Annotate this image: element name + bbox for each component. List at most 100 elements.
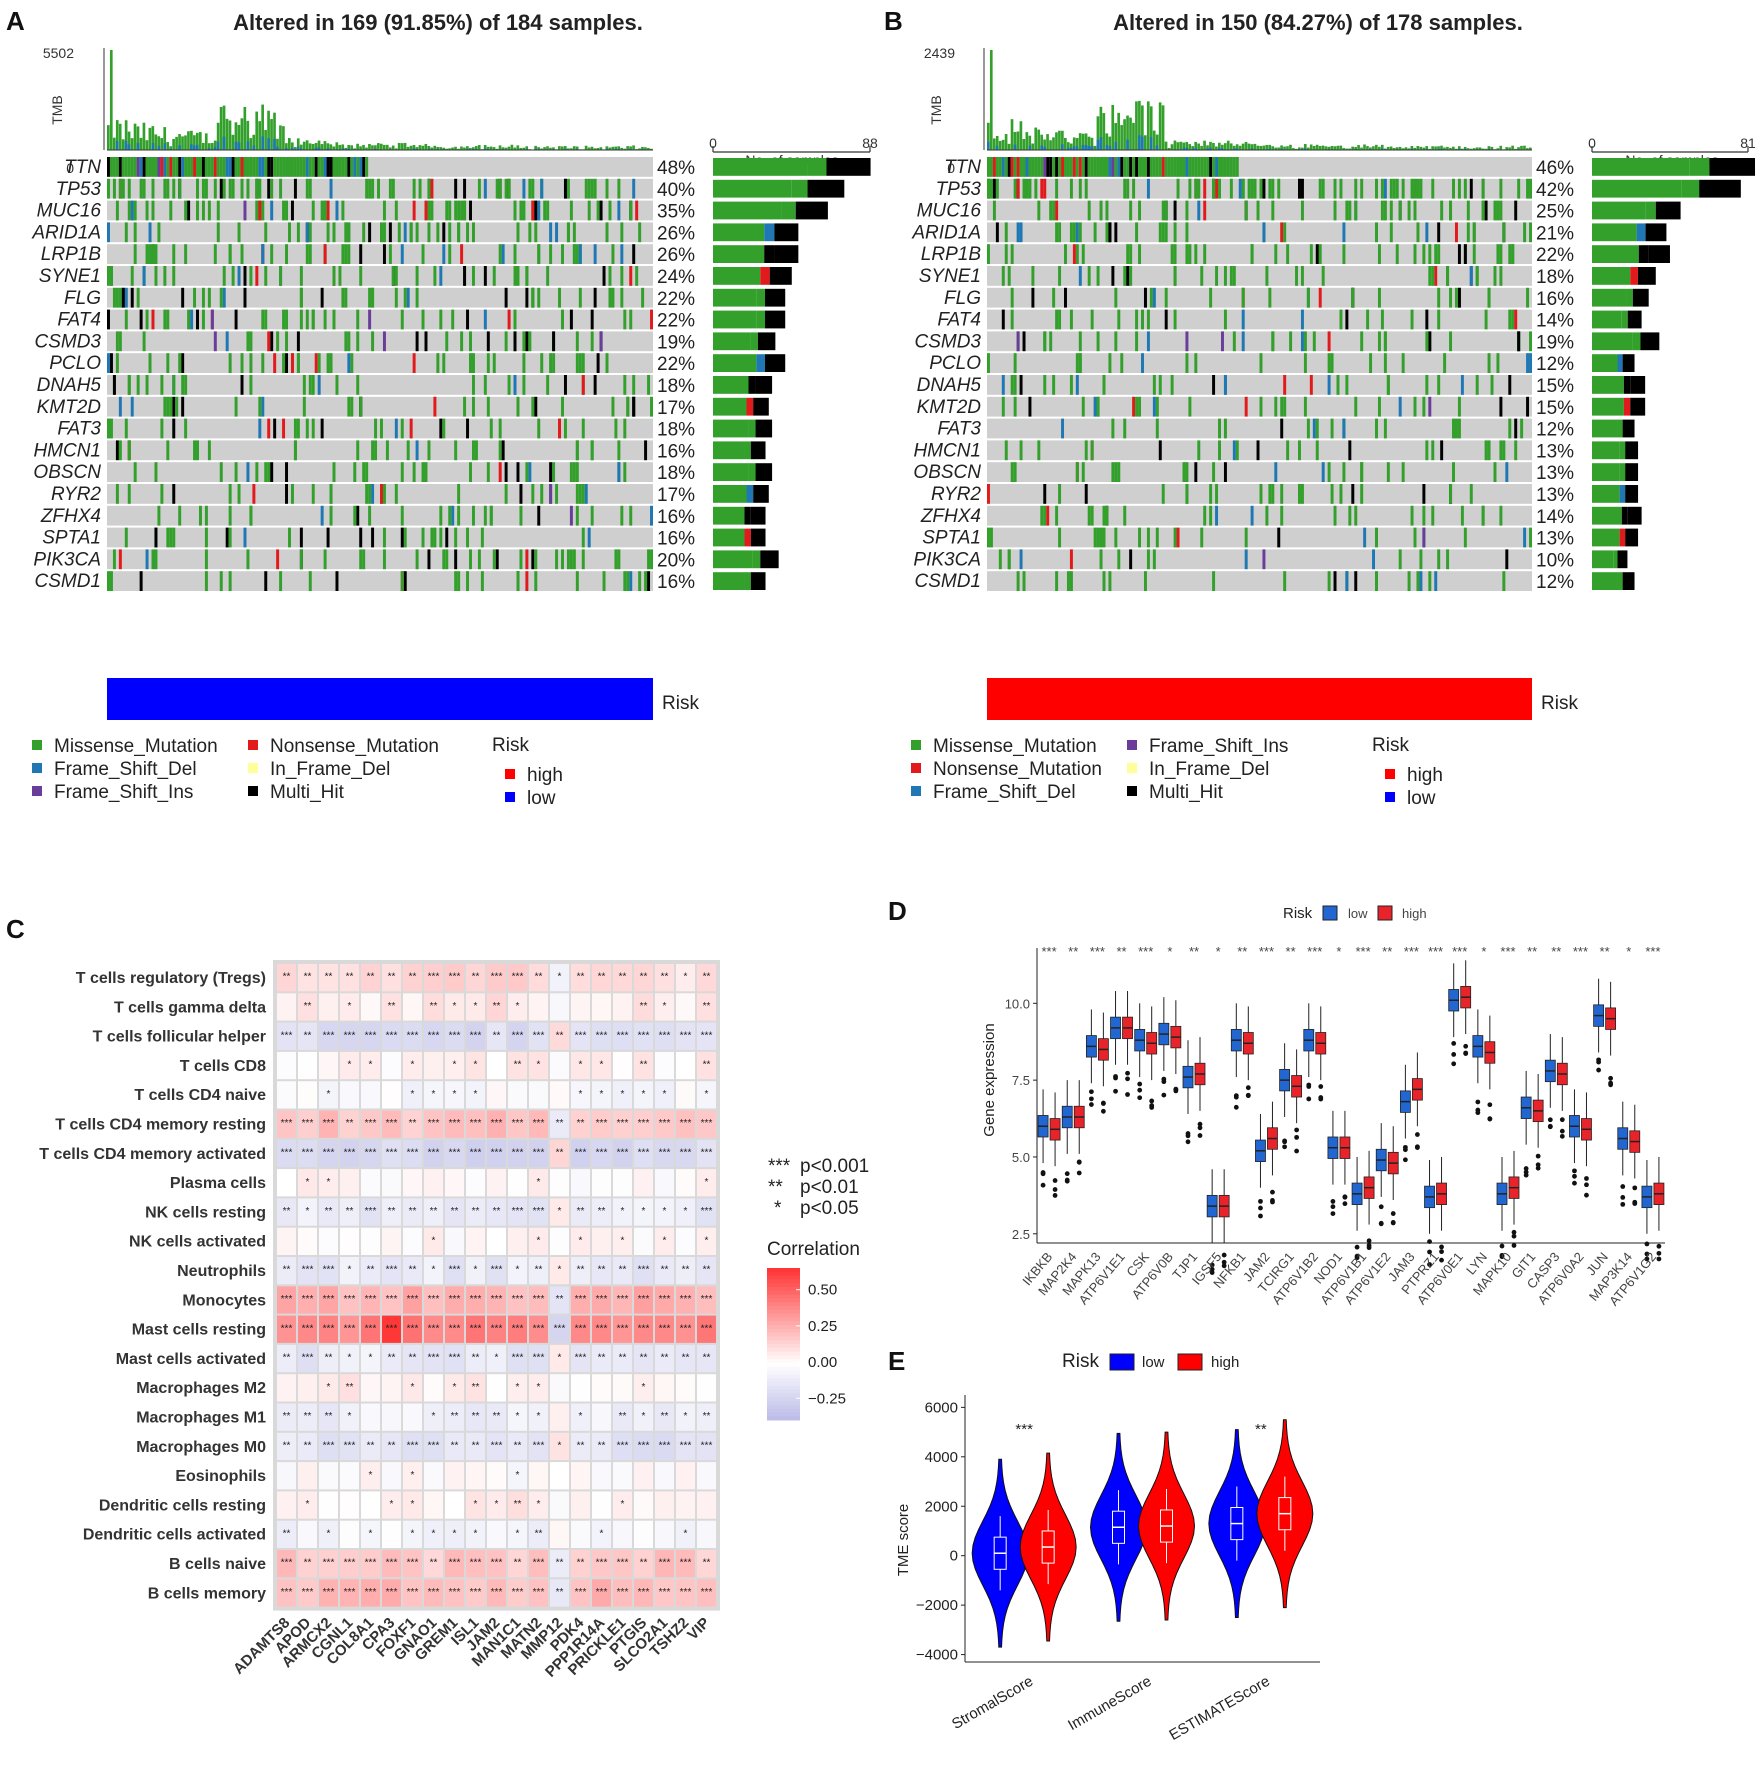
tmb-bar-segment xyxy=(1440,148,1443,150)
sample-count-bar xyxy=(756,310,765,329)
mutation-cell xyxy=(305,244,309,264)
mutation-cell xyxy=(471,505,475,526)
mutation-cell xyxy=(1354,571,1358,591)
significance-mark: * xyxy=(432,1265,436,1276)
gene-label: TTN xyxy=(64,157,101,178)
tmb-bar-segment xyxy=(234,141,238,150)
mutation-cell xyxy=(1102,157,1106,177)
mutation-cell xyxy=(362,462,366,482)
sample-count-bar xyxy=(713,550,753,569)
mutation-cell xyxy=(528,222,532,243)
tmb-bar xyxy=(1093,145,1097,150)
tmb-bar xyxy=(1484,148,1488,150)
mutation-cell xyxy=(498,440,502,461)
mutation-cell xyxy=(323,200,327,221)
mutation-cell xyxy=(317,157,321,177)
mutation-cell xyxy=(1523,222,1527,243)
significance-mark: ** xyxy=(556,1558,564,1569)
sample-count-bar xyxy=(750,332,758,351)
mutation-cell xyxy=(569,505,573,526)
heatmap-cell xyxy=(676,1520,695,1548)
heatmap-cell xyxy=(508,964,527,992)
mutation-row-bg xyxy=(987,244,1532,264)
outlier-point xyxy=(1656,1250,1662,1256)
significance-mark: * xyxy=(621,1206,625,1217)
outlier-point xyxy=(1584,1176,1589,1181)
sample-count-bar xyxy=(744,506,751,525)
tmb-bar xyxy=(1084,133,1088,150)
tmb-bar xyxy=(1327,146,1331,150)
colorbar-segment xyxy=(767,1344,800,1349)
significance-mark: *** xyxy=(575,1587,587,1598)
heatmap-cell xyxy=(487,1081,506,1109)
tmb-bar xyxy=(445,148,448,150)
mutation-cell xyxy=(1034,157,1038,177)
outlier-point xyxy=(1088,1096,1094,1102)
mutation-cell xyxy=(255,266,259,286)
heatmap-cell xyxy=(298,1227,317,1255)
mutation-cell xyxy=(1099,549,1103,570)
mutation-cell xyxy=(133,200,137,221)
mutation-cell xyxy=(561,244,564,264)
tmb-bar xyxy=(1250,144,1254,150)
heatmap-cell xyxy=(445,1315,464,1343)
heatmap-cell xyxy=(634,1286,653,1314)
colorbar-segment xyxy=(767,1374,800,1379)
significance-mark: ** xyxy=(640,1001,648,1012)
mutation-cell xyxy=(1037,200,1041,221)
significance-mark: * xyxy=(327,1382,331,1393)
significance-mark: ** xyxy=(304,1440,312,1451)
tmb-bar-segment xyxy=(1075,146,1079,150)
heatmap-cell xyxy=(592,1432,611,1461)
sample-count-bar xyxy=(744,572,751,590)
mutation-cell xyxy=(296,331,300,352)
tmb-bar-segment xyxy=(1194,147,1197,150)
mutation-cell xyxy=(323,309,327,330)
mutation-cell xyxy=(1072,222,1076,243)
mutation-cell xyxy=(1173,266,1177,286)
mutation-cell xyxy=(1197,157,1201,177)
mutation-cell xyxy=(1075,157,1079,177)
mutation-cell xyxy=(1223,266,1227,286)
mutation-cell xyxy=(1152,287,1156,308)
tmb-bar xyxy=(501,147,505,150)
mutation-cell xyxy=(593,375,597,395)
mutation-cell xyxy=(1300,309,1304,330)
heatmap-cell xyxy=(382,1257,401,1285)
alteration-percent: 16% xyxy=(657,441,695,462)
sample-count-bar xyxy=(756,354,765,372)
heatmap-cell xyxy=(382,1051,401,1080)
tmb-bar xyxy=(596,147,600,150)
mutation-cell xyxy=(587,200,591,221)
mutation-cell xyxy=(249,353,253,373)
mutation-cell xyxy=(1484,309,1488,330)
significance-mark: *** xyxy=(281,1118,293,1129)
mutation-cell xyxy=(148,157,152,177)
mutation-cell xyxy=(581,353,585,373)
outlier-point xyxy=(1113,1088,1118,1094)
mutation-cell xyxy=(371,440,375,461)
significance-mark: * xyxy=(537,1382,541,1393)
mutation-cell xyxy=(1010,244,1014,264)
mutation-cell xyxy=(516,266,520,286)
heatmap-cell xyxy=(508,1286,527,1314)
tmb-bar xyxy=(1345,148,1349,150)
heatmap-cell xyxy=(487,1169,506,1197)
legend-swatch xyxy=(32,786,42,796)
sample-count-bar xyxy=(826,158,871,176)
mutation-cell xyxy=(382,549,386,570)
mutation-cell xyxy=(555,484,559,504)
mutation-cell xyxy=(1084,178,1088,199)
heatmap-cell xyxy=(529,1227,548,1255)
heatmap-cell xyxy=(697,1286,716,1314)
mutation-cell xyxy=(483,178,487,199)
tmb-bar xyxy=(1212,142,1215,150)
significance-mark: *** xyxy=(386,1587,398,1598)
heatmap-cell xyxy=(466,1344,485,1373)
significance-mark: *** xyxy=(617,1118,629,1129)
mutation-cell xyxy=(145,375,149,395)
mutation-cell xyxy=(362,157,366,177)
mutation-cell xyxy=(1223,462,1227,482)
significance-mark: *** xyxy=(449,1558,461,1569)
outlier-point xyxy=(1354,1255,1360,1261)
